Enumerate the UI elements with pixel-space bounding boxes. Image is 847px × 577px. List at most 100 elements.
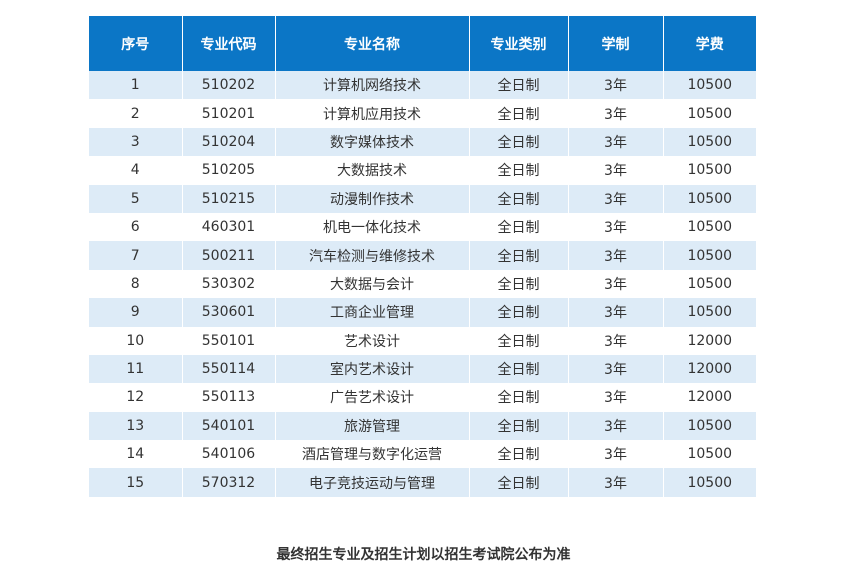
cell-duration: 3年 — [568, 269, 664, 299]
cell-major-code: 540106 — [182, 440, 276, 469]
cell-tuition: 10500 — [663, 241, 756, 270]
cell-major-code: 550114 — [182, 354, 276, 384]
cell-index: 15 — [89, 468, 183, 497]
cell-major-code: 550113 — [182, 383, 276, 412]
cell-major-code: 550101 — [182, 326, 276, 355]
cell-index: 10 — [89, 326, 183, 355]
cell-tuition: 10500 — [663, 71, 756, 100]
cell-index: 2 — [89, 99, 183, 128]
table-body: 1 510202 计算机网络技术 全日制 3年 10500 2 510201 计… — [89, 71, 756, 497]
cell-duration: 3年 — [568, 241, 664, 270]
cell-major-type: 全日制 — [469, 212, 569, 242]
cell-major-type: 全日制 — [469, 184, 569, 213]
cell-duration: 3年 — [568, 440, 664, 469]
cell-major-name: 旅游管理 — [275, 411, 470, 441]
cell-duration: 3年 — [568, 298, 664, 327]
cell-major-code: 510202 — [182, 71, 276, 100]
cell-tuition: 12000 — [663, 326, 756, 355]
cell-major-code: 510201 — [182, 99, 276, 128]
cell-major-name: 广告艺术设计 — [275, 383, 470, 412]
cell-index: 7 — [89, 241, 183, 270]
table-row: 8 530302 大数据与会计 全日制 3年 10500 — [89, 269, 756, 299]
cell-tuition: 10500 — [663, 127, 756, 157]
cell-major-code: 510215 — [182, 184, 276, 213]
cell-major-name: 计算机应用技术 — [275, 99, 470, 128]
header-major-type: 专业类别 — [469, 16, 569, 71]
cell-duration: 3年 — [568, 156, 664, 185]
cell-major-name: 汽车检测与维修技术 — [275, 241, 470, 270]
cell-major-type: 全日制 — [469, 468, 569, 497]
cell-major-name: 计算机网络技术 — [275, 71, 470, 100]
cell-tuition: 10500 — [663, 156, 756, 185]
header-tuition: 学费 — [663, 16, 756, 71]
cell-duration: 3年 — [568, 326, 664, 355]
header-major-name: 专业名称 — [275, 16, 470, 71]
enrollment-table-container: 序号 专业代码 专业名称 专业类别 学制 学费 1 510202 计算机网络技术… — [89, 16, 756, 497]
cell-major-name: 大数据与会计 — [275, 269, 470, 299]
cell-major-type: 全日制 — [469, 440, 569, 469]
table-row: 11 550114 室内艺术设计 全日制 3年 12000 — [89, 354, 756, 384]
cell-tuition: 10500 — [663, 468, 756, 497]
cell-tuition: 10500 — [663, 212, 756, 242]
cell-major-code: 570312 — [182, 468, 276, 497]
cell-duration: 3年 — [568, 184, 664, 213]
table-row: 9 530601 工商企业管理 全日制 3年 10500 — [89, 298, 756, 327]
cell-index: 12 — [89, 383, 183, 412]
cell-index: 11 — [89, 354, 183, 384]
cell-duration: 3年 — [568, 468, 664, 497]
cell-tuition: 10500 — [663, 298, 756, 327]
cell-major-type: 全日制 — [469, 241, 569, 270]
cell-major-type: 全日制 — [469, 269, 569, 299]
cell-major-name: 动漫制作技术 — [275, 184, 470, 213]
cell-major-code: 530601 — [182, 298, 276, 327]
cell-major-type: 全日制 — [469, 127, 569, 157]
cell-duration: 3年 — [568, 383, 664, 412]
header-major-code: 专业代码 — [182, 16, 276, 71]
cell-major-name: 数字媒体技术 — [275, 127, 470, 157]
table-row: 13 540101 旅游管理 全日制 3年 10500 — [89, 411, 756, 441]
table-row: 15 570312 电子竞技运动与管理 全日制 3年 10500 — [89, 468, 756, 497]
cell-tuition: 12000 — [663, 383, 756, 412]
enrollment-table: 序号 专业代码 专业名称 专业类别 学制 学费 1 510202 计算机网络技术… — [89, 16, 756, 497]
cell-major-name: 工商企业管理 — [275, 298, 470, 327]
cell-tuition: 10500 — [663, 411, 756, 441]
cell-major-code: 460301 — [182, 212, 276, 242]
cell-major-type: 全日制 — [469, 383, 569, 412]
table-row: 1 510202 计算机网络技术 全日制 3年 10500 — [89, 71, 756, 100]
cell-duration: 3年 — [568, 411, 664, 441]
cell-index: 3 — [89, 127, 183, 157]
cell-major-type: 全日制 — [469, 326, 569, 355]
table-row: 5 510215 动漫制作技术 全日制 3年 10500 — [89, 184, 756, 213]
cell-major-type: 全日制 — [469, 99, 569, 128]
cell-major-code: 510204 — [182, 127, 276, 157]
cell-major-type: 全日制 — [469, 298, 569, 327]
table-row: 12 550113 广告艺术设计 全日制 3年 12000 — [89, 383, 756, 412]
cell-major-type: 全日制 — [469, 354, 569, 384]
table-row: 14 540106 酒店管理与数字化运营 全日制 3年 10500 — [89, 440, 756, 469]
cell-tuition: 10500 — [663, 184, 756, 213]
cell-index: 9 — [89, 298, 183, 327]
cell-duration: 3年 — [568, 99, 664, 128]
cell-major-name: 机电一体化技术 — [275, 212, 470, 242]
cell-tuition: 10500 — [663, 269, 756, 299]
cell-index: 13 — [89, 411, 183, 441]
table-row: 4 510205 大数据技术 全日制 3年 10500 — [89, 156, 756, 185]
cell-major-name: 电子竞技运动与管理 — [275, 468, 470, 497]
cell-major-name: 艺术设计 — [275, 326, 470, 355]
cell-major-type: 全日制 — [469, 71, 569, 100]
table-row: 2 510201 计算机应用技术 全日制 3年 10500 — [89, 99, 756, 128]
table-row: 7 500211 汽车检测与维修技术 全日制 3年 10500 — [89, 241, 756, 270]
cell-major-type: 全日制 — [469, 411, 569, 441]
table-row: 6 460301 机电一体化技术 全日制 3年 10500 — [89, 212, 756, 242]
cell-index: 14 — [89, 440, 183, 469]
cell-duration: 3年 — [568, 71, 664, 100]
table-row: 3 510204 数字媒体技术 全日制 3年 10500 — [89, 127, 756, 157]
cell-major-code: 510205 — [182, 156, 276, 185]
header-duration: 学制 — [568, 16, 664, 71]
cell-index: 5 — [89, 184, 183, 213]
cell-index: 1 — [89, 71, 183, 100]
cell-major-code: 500211 — [182, 241, 276, 270]
cell-tuition: 10500 — [663, 440, 756, 469]
cell-major-code: 540101 — [182, 411, 276, 441]
table-row: 10 550101 艺术设计 全日制 3年 12000 — [89, 326, 756, 355]
